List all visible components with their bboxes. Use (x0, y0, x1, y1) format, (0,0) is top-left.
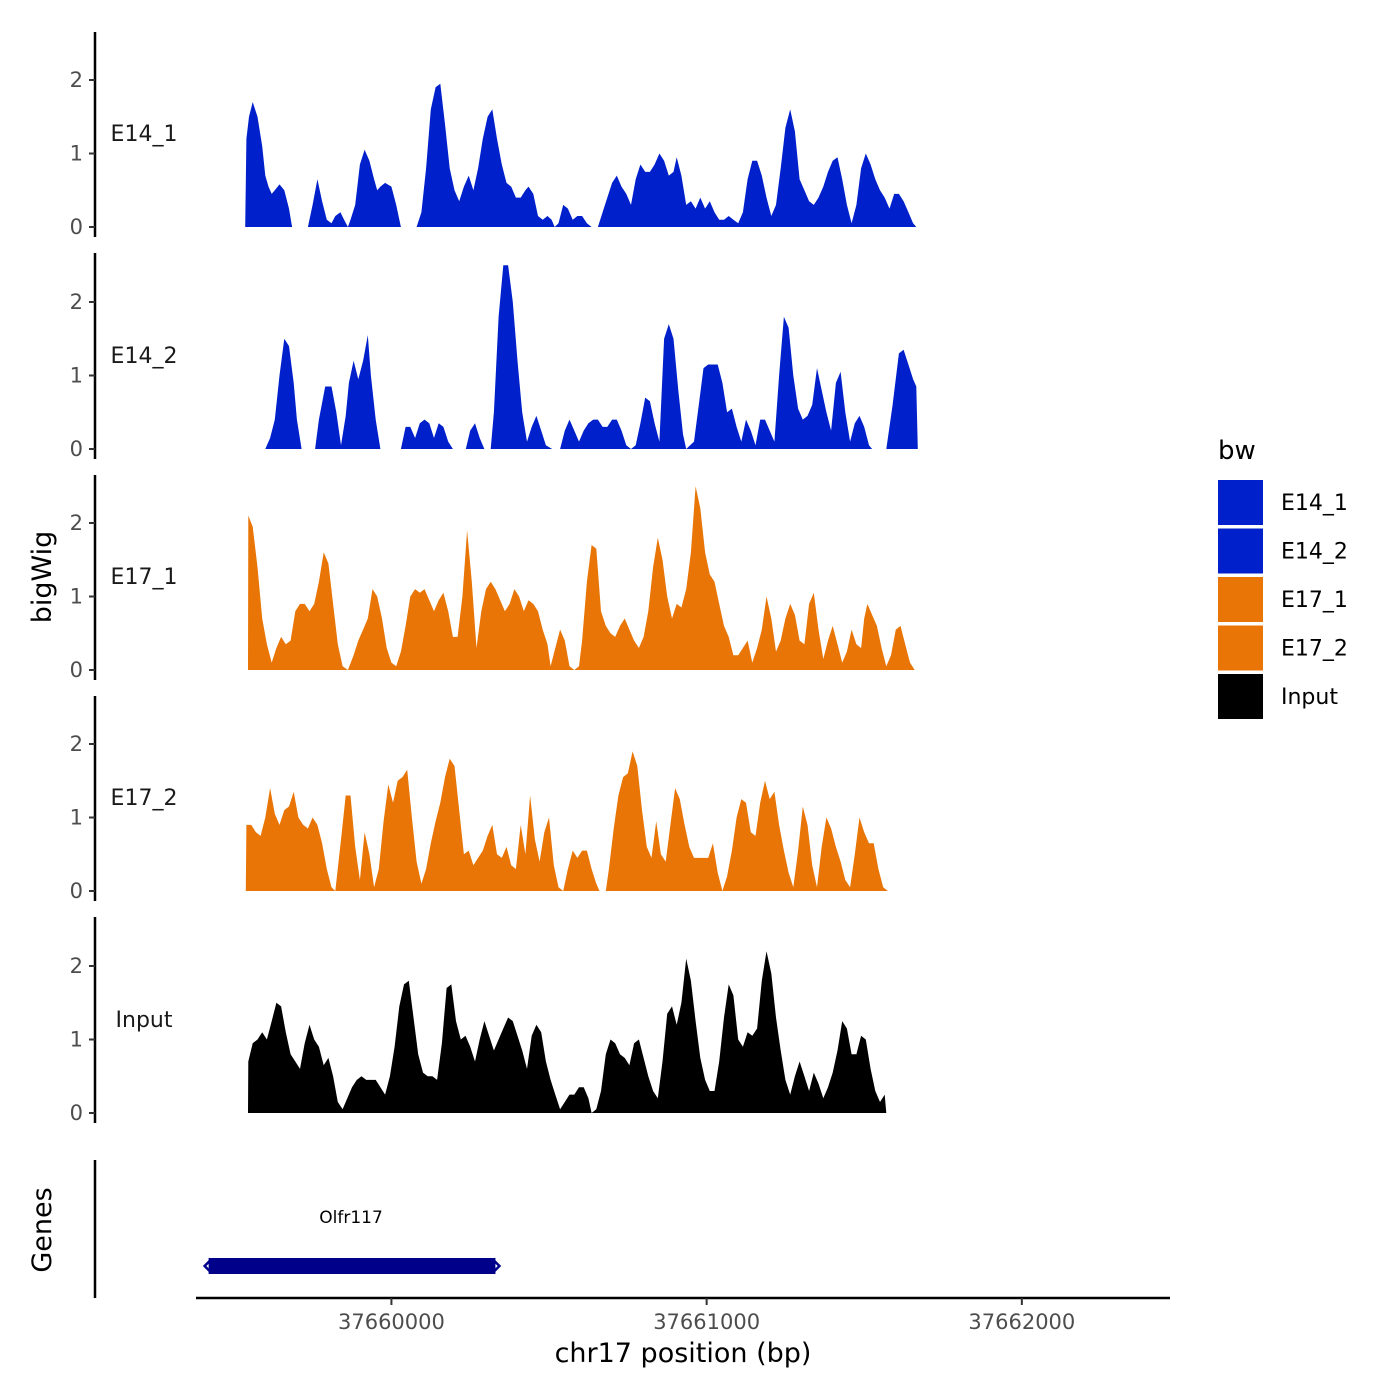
track-E14_1: 0 1 2 E14_1 (70, 32, 917, 239)
gene-start-cap (202, 1259, 212, 1273)
signal-area-Input (248, 951, 887, 1113)
y-tick-label: 0 (70, 437, 83, 461)
y-tick-label: 0 (70, 1101, 83, 1125)
signal-area-E14_1 (245, 83, 917, 227)
legend-swatch-E17_2 (1218, 625, 1263, 671)
gene-label: Olfr117 (319, 1208, 383, 1228)
track-E17_2: 0 1 2 E17_2 (70, 696, 888, 903)
x-axis-title: chr17 position (bp) (555, 1338, 812, 1369)
y-tick-label: 2 (70, 68, 83, 92)
x-tick-label: 37661000 (653, 1310, 760, 1334)
y-tick-label: 2 (70, 954, 83, 978)
y-tick-label: 1 (70, 585, 83, 609)
legend-swatch-Input (1218, 674, 1263, 719)
legend-label-E14_1: E14_1 (1281, 491, 1348, 516)
legend-label-E14_2: E14_2 (1281, 540, 1348, 565)
signal-area-E17_2 (245, 751, 888, 891)
legend: bw E14_1 E14_2 E17_1 E17_2 Input (1218, 436, 1348, 719)
x-tick-label: 37662000 (968, 1310, 1075, 1334)
y-tick-label: 1 (70, 142, 83, 166)
legend-label-E17_2: E17_2 (1281, 637, 1348, 662)
track-Input: 0 1 2 Input (70, 917, 887, 1125)
y-tick-label: 0 (70, 215, 83, 239)
y-tick-label: 0 (70, 658, 83, 682)
track-E14_2: 0 1 2 E14_2 (70, 253, 918, 461)
y-tick-label: 1 (70, 806, 83, 830)
x-tick-label: 37660000 (338, 1310, 445, 1334)
y-tick-label: 1 (70, 364, 83, 388)
y-tick-label: 2 (70, 511, 83, 535)
track-label: Input (116, 1008, 173, 1033)
track-label: E17_2 (111, 786, 178, 811)
legend-swatch-E17_1 (1218, 577, 1263, 622)
legend-swatch-E14_2 (1218, 528, 1263, 574)
gene-track: Olfr117 (93, 1160, 502, 1298)
legend-title: bw (1218, 436, 1256, 466)
track-label: E14_1 (111, 122, 178, 147)
track-E17_1: 0 1 2 E17_1 (70, 475, 918, 682)
signal-tracks: 0 1 2 E14_1 0 1 2 E14_2 0 1 2 E17_1 0 1 2 E17_2 0 1 2 Input (70, 32, 918, 1125)
y-tick-label: 2 (70, 290, 83, 314)
y-tick-label: 2 (70, 732, 83, 756)
legend-label-E17_1: E17_1 (1281, 588, 1348, 613)
x-axis: 37660000 37661000 37662000 (196, 1296, 1170, 1334)
y-tick-label: 0 (70, 879, 83, 903)
signal-area-E17_1 (248, 486, 918, 670)
legend-label-Input: Input (1281, 685, 1338, 710)
track-label: E17_1 (111, 565, 178, 590)
gene-track-title: Genes (27, 1187, 58, 1272)
gene-strand-arrow (492, 1259, 502, 1273)
y-axis-title: bigWig (27, 531, 58, 624)
legend-swatch-E14_1 (1218, 480, 1263, 525)
signal-area-E14_2 (265, 265, 918, 449)
track-label: E14_2 (111, 344, 178, 369)
gene-body[interactable] (208, 1258, 496, 1274)
y-tick-label: 1 (70, 1028, 83, 1052)
